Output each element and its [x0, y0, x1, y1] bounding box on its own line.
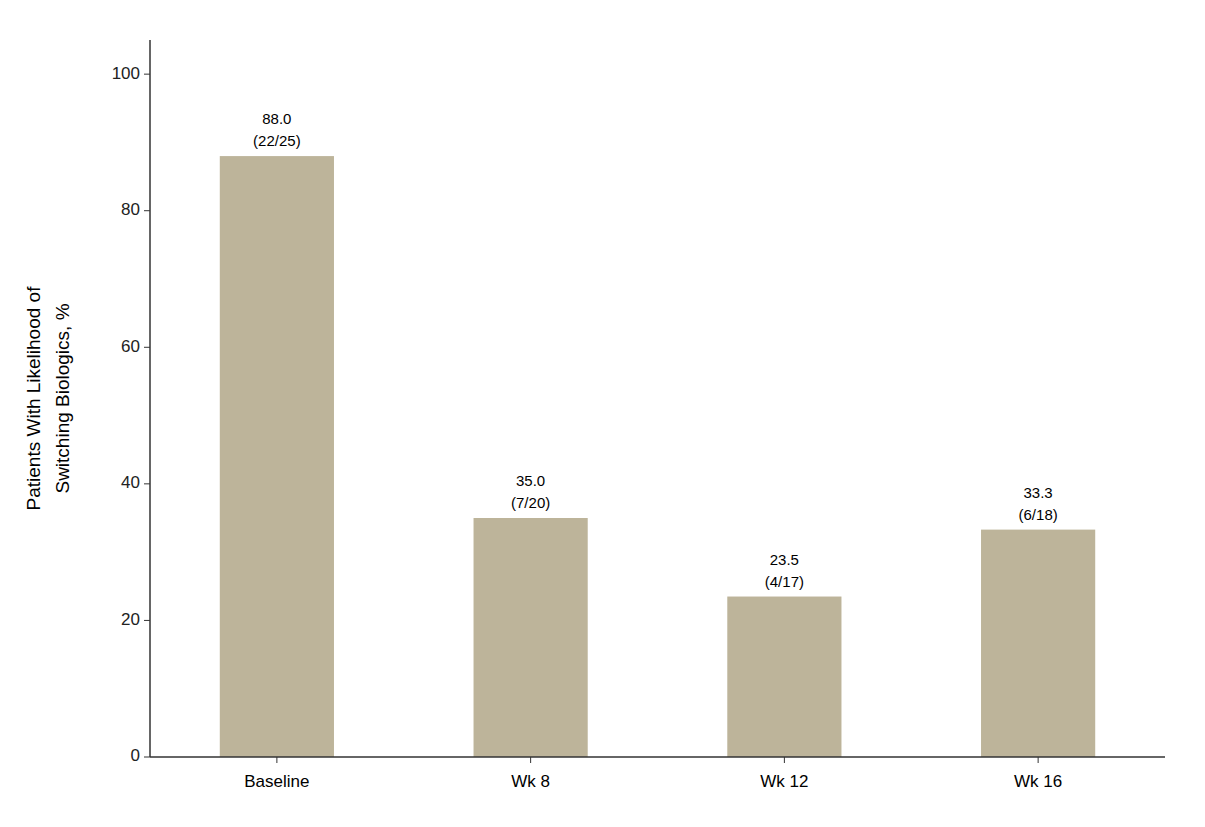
y-tick [144, 620, 150, 621]
data-label: 23.5 [770, 551, 799, 568]
data-label: 33.3 [1024, 484, 1053, 501]
y-tick [144, 210, 150, 211]
y-tick-label: 40 [121, 473, 140, 492]
x-tick [1038, 757, 1039, 763]
annotation: (6/18) [1019, 506, 1058, 523]
x-tick [784, 757, 785, 763]
y-tick [144, 347, 150, 348]
y-tick [144, 74, 150, 75]
y-tick-label: 80 [121, 200, 140, 219]
y-tick [144, 757, 150, 758]
y-tick-label: 20 [121, 610, 140, 629]
data-label: 35.0 [516, 472, 545, 489]
bar [727, 597, 841, 757]
x-tick-label: Wk 16 [1014, 772, 1062, 791]
bar [474, 518, 588, 757]
data-labels: 88.0 (22/25) 35.0 (7/20) 23.5 (4/17) 33.3 (6/18… [253, 110, 1058, 589]
bar [981, 530, 1095, 757]
x-tick-label: Wk 8 [511, 772, 550, 791]
x-tick [276, 757, 277, 763]
y-tick [144, 483, 150, 484]
bars [220, 156, 1095, 757]
y-tick-label: 60 [121, 337, 140, 356]
chart: 0 20 40 60 80 100 88.0 (22/25) 35.0 (7/20) 23.5 (4/… [0, 0, 1205, 827]
annotation: (7/20) [511, 494, 550, 511]
y-tick-label: 100 [112, 64, 140, 83]
x-tick-label: Wk 12 [760, 772, 808, 791]
annotation: (4/17) [765, 573, 804, 590]
x-tick [530, 757, 531, 763]
y-axis-line [149, 40, 151, 757]
x-tick-label: Baseline [244, 772, 309, 791]
y-axis: 0 20 40 60 80 100 [112, 40, 150, 765]
x-axis: Baseline Wk 8 Wk 12 Wk 16 [150, 757, 1165, 791]
annotation: (22/25) [253, 132, 301, 149]
y-axis-label: Patients With Likelihood ofSwitching Bio… [23, 286, 73, 511]
y-tick-label: 0 [131, 746, 140, 765]
bar [220, 156, 334, 757]
data-label: 88.0 [262, 110, 291, 127]
x-axis-line [150, 756, 1165, 758]
